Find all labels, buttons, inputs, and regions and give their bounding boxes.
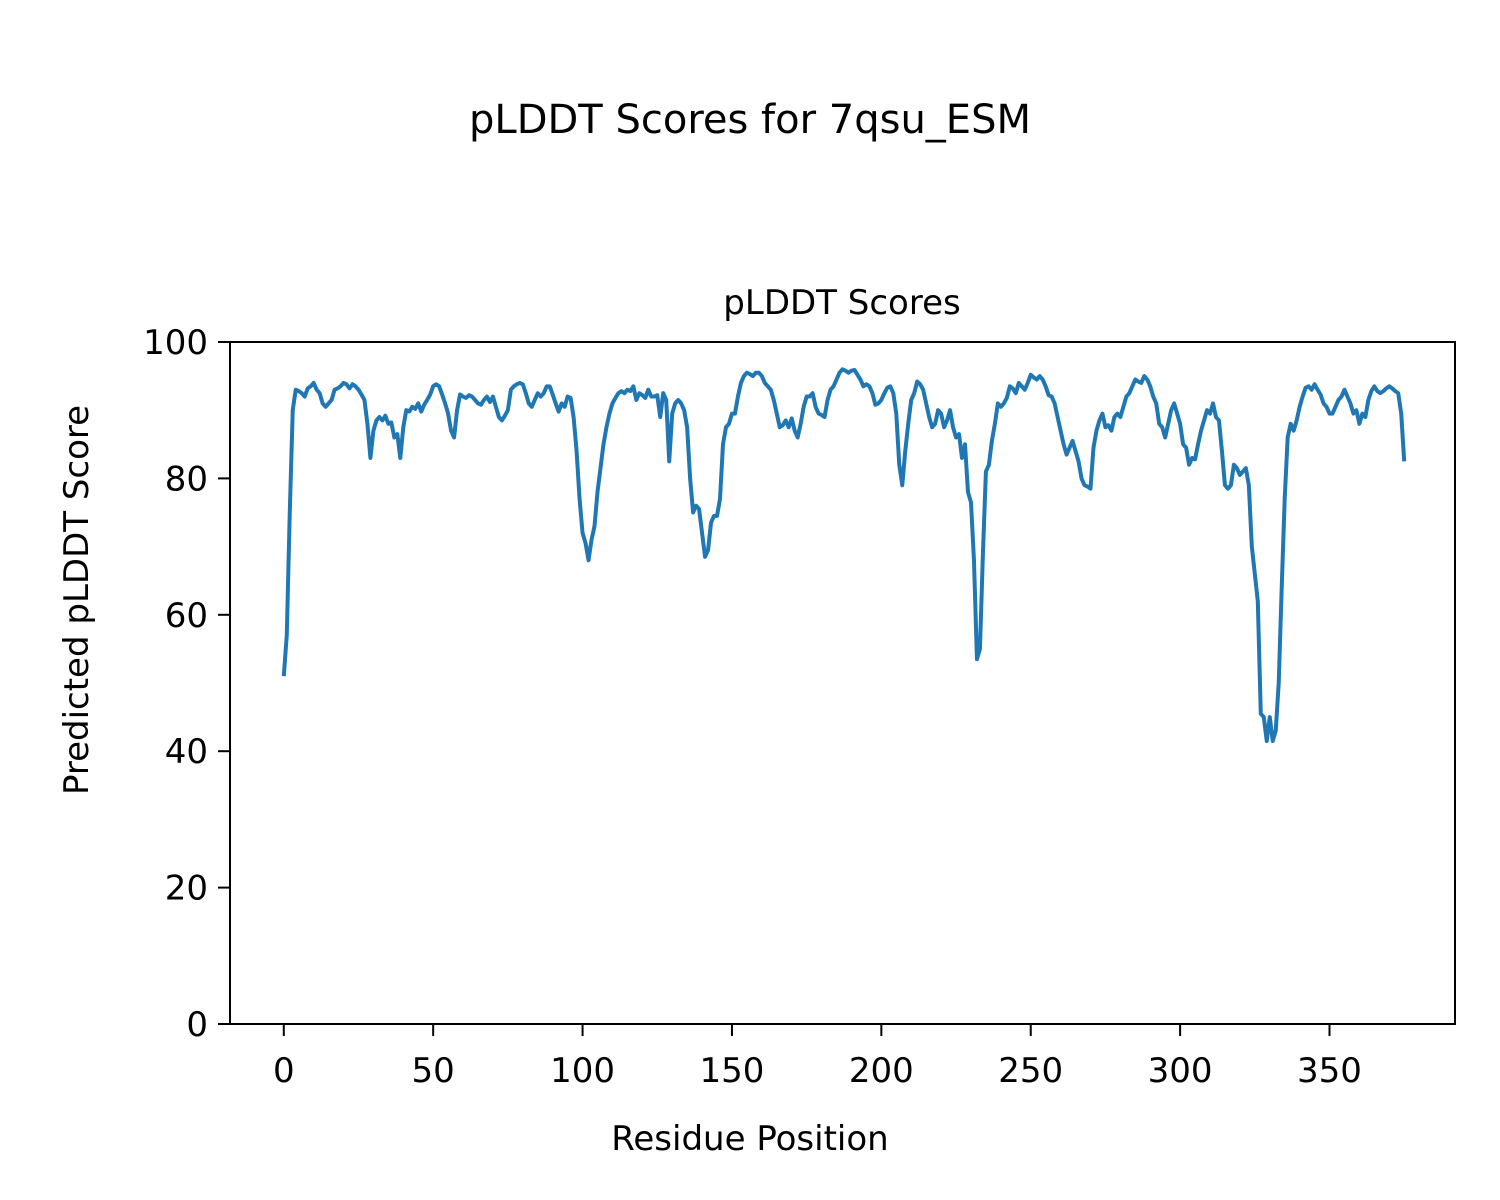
x-tick-label: 50 (412, 1051, 455, 1091)
x-tick-label: 200 (849, 1051, 914, 1091)
x-tick-label: 350 (1297, 1051, 1362, 1091)
x-tick-label: 300 (1148, 1051, 1213, 1091)
series-group (281, 367, 1407, 743)
x-axis-ticks: 0 50 100 150 200 250 300 350 (273, 1024, 1362, 1091)
x-tick-label: 150 (699, 1051, 764, 1091)
x-tick-label: 250 (998, 1051, 1063, 1091)
x-tick-label: 100 (550, 1051, 615, 1091)
axes-title: pLDDT Scores (723, 283, 960, 323)
x-axis-label: Residue Position (611, 1119, 888, 1159)
y-tick-label: 80 (165, 459, 208, 499)
figure-suptitle: pLDDT Scores for 7qsu_ESM (469, 97, 1031, 143)
y-tick-label: 60 (165, 596, 208, 636)
series-line-0 (281, 367, 1407, 743)
y-tick-label: 40 (165, 732, 208, 772)
y-axis-ticks: 0 20 40 60 80 100 (143, 323, 230, 1045)
plot-area-frame (229, 341, 1456, 1025)
y-tick-label: 20 (165, 869, 208, 909)
y-tick-label: 0 (186, 1005, 208, 1045)
y-axis-label: Predicted pLDDT Score (57, 405, 97, 795)
x-tick-label: 0 (273, 1051, 295, 1091)
y-tick-label: 100 (143, 323, 208, 363)
